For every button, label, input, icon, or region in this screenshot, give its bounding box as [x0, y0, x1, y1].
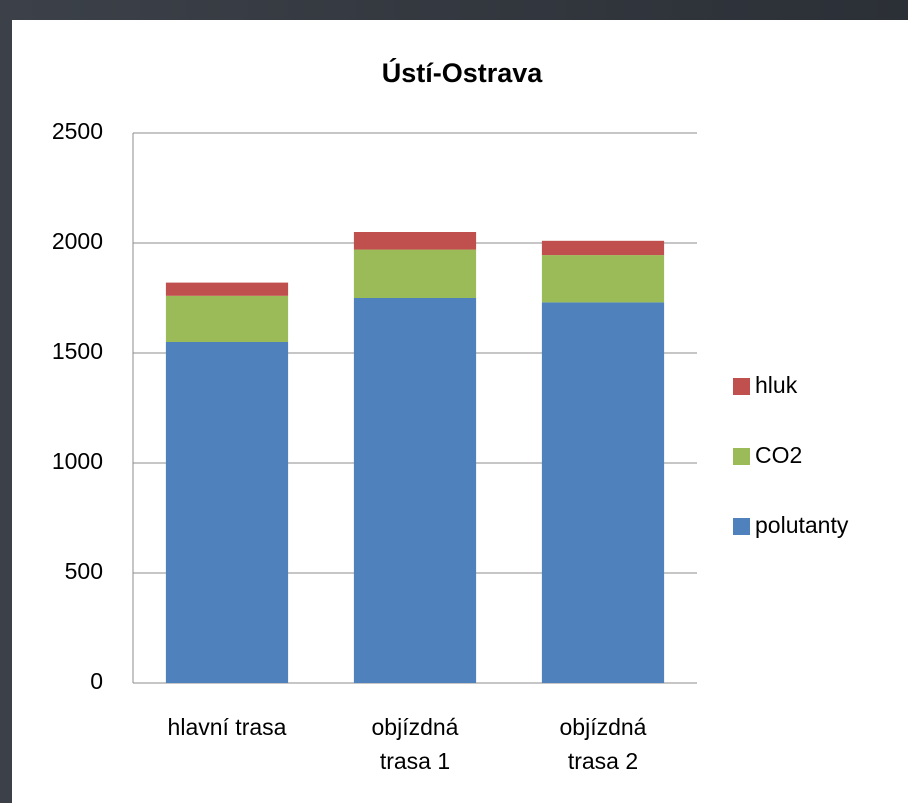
chart-title: Ústí-Ostrava	[382, 57, 544, 88]
legend-label: CO2	[755, 442, 802, 468]
bar-segment	[353, 232, 477, 250]
y-tick-label: 1500	[52, 338, 103, 364]
y-tick-label: 500	[65, 558, 103, 584]
y-tick-label: 2000	[52, 228, 103, 254]
bar-segment	[541, 255, 665, 303]
bar-segment	[353, 298, 477, 683]
x-tick-label: objízdná trasa 1	[371, 714, 459, 774]
legend-swatch	[733, 448, 750, 465]
bar-segment	[165, 342, 289, 683]
bar-segment	[541, 240, 665, 256]
y-tick-label: 2500	[52, 118, 103, 144]
bar-segment	[165, 295, 289, 342]
legend-swatch	[733, 518, 750, 535]
legend-label: polutanty	[755, 512, 849, 538]
x-tick-label: objízdná trasa 2	[559, 714, 647, 774]
legend-swatch	[733, 378, 750, 395]
x-tick-label: hlavní trasa	[167, 714, 287, 740]
bar-segment	[541, 302, 665, 683]
bar-segment	[165, 282, 289, 296]
bar-segment	[353, 249, 477, 298]
legend-label: hluk	[755, 372, 798, 398]
y-tick-label: 0	[90, 668, 103, 694]
y-tick-label: 1000	[52, 448, 103, 474]
